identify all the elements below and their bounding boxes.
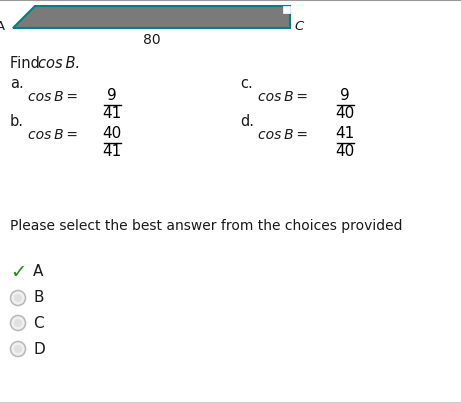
Text: cos B =: cos B = — [28, 90, 78, 104]
Circle shape — [11, 341, 25, 357]
Text: 41: 41 — [102, 145, 122, 160]
Text: D: D — [33, 341, 45, 357]
Circle shape — [11, 291, 25, 305]
Text: 40: 40 — [335, 145, 355, 160]
Circle shape — [11, 316, 25, 330]
Circle shape — [14, 294, 22, 302]
Text: B: B — [33, 291, 43, 305]
Polygon shape — [13, 6, 290, 28]
Text: 40: 40 — [102, 127, 122, 141]
Text: cos B.: cos B. — [38, 56, 80, 71]
Text: Find: Find — [10, 56, 45, 71]
Circle shape — [14, 319, 22, 327]
Text: C: C — [294, 19, 303, 33]
Text: C: C — [33, 316, 44, 330]
Text: cos B =: cos B = — [28, 128, 78, 142]
Text: 9: 9 — [340, 89, 350, 104]
Text: a.: a. — [10, 77, 24, 91]
Text: 40: 40 — [335, 106, 355, 121]
Text: 9: 9 — [107, 89, 117, 104]
Polygon shape — [283, 6, 290, 13]
Text: b.: b. — [10, 114, 24, 129]
Text: A: A — [0, 19, 5, 33]
Text: ✓: ✓ — [10, 262, 26, 282]
Circle shape — [14, 345, 22, 353]
Text: cos B =: cos B = — [258, 90, 308, 104]
Text: A: A — [33, 264, 43, 280]
Text: 80: 80 — [143, 33, 160, 47]
Text: Please select the best answer from the choices provided: Please select the best answer from the c… — [10, 219, 402, 233]
Text: 41: 41 — [102, 106, 122, 121]
Text: d.: d. — [240, 114, 254, 129]
Text: c.: c. — [240, 77, 253, 91]
Text: cos B =: cos B = — [258, 128, 308, 142]
Text: 41: 41 — [335, 127, 355, 141]
